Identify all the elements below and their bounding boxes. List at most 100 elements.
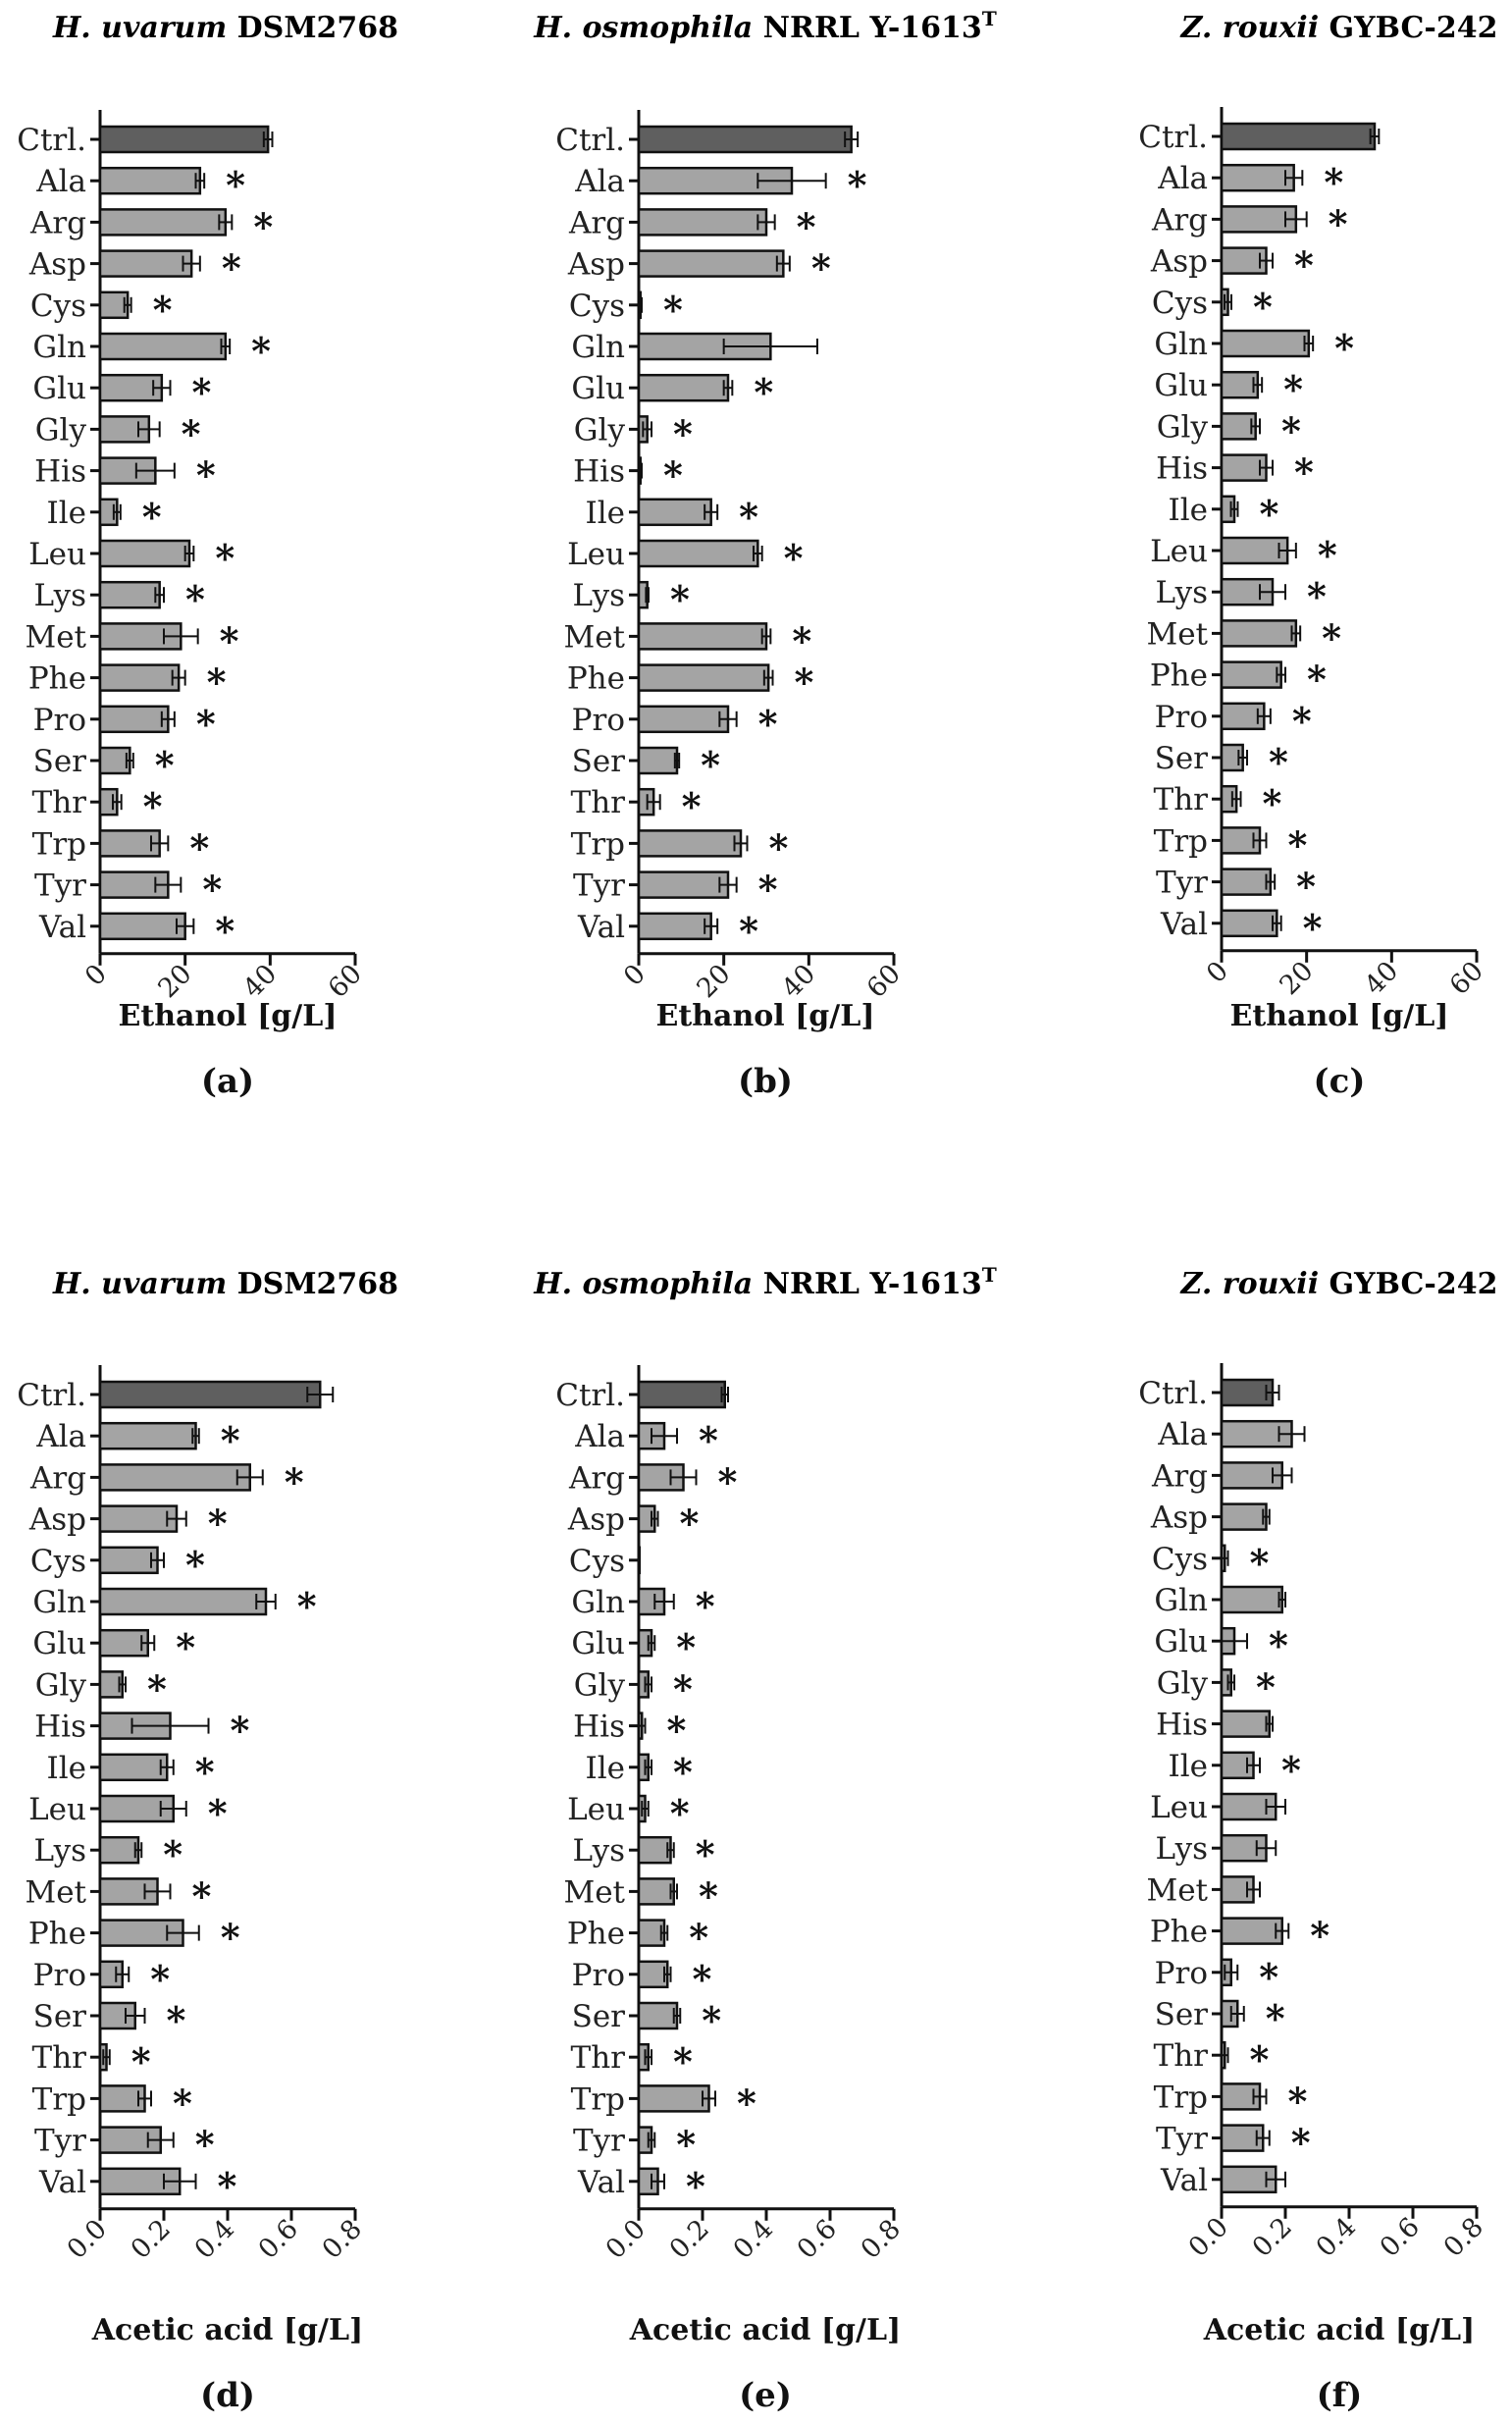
category-label: His: [34, 1710, 86, 1745]
error-bar: [220, 339, 232, 354]
error-bar: [756, 214, 776, 231]
error-bar: [762, 669, 774, 686]
error-bar: [171, 669, 186, 686]
bar-gly: [98, 415, 151, 444]
category-label: Phe: [1150, 658, 1208, 694]
x-tick-label: 0: [1201, 956, 1234, 989]
category-label: Leu: [567, 1792, 625, 1827]
error-bar: [638, 462, 644, 479]
significance-marker: *: [208, 1501, 228, 1546]
bar-glu: [637, 373, 730, 402]
category-label: Met: [563, 619, 625, 655]
chart-panel-5: H. osmophila NRRL Y-1613T 0.0 0.2 0.4 0.6 0.8…: [533, 1263, 997, 2415]
x-tick-label: 20: [691, 959, 736, 1004]
x-tick-label: 0.4: [189, 2214, 240, 2265]
category-label: Gly: [1157, 409, 1209, 445]
error-bar: [166, 1924, 200, 1941]
error-bar: [218, 214, 234, 231]
error-bar: [306, 1387, 335, 1402]
error-bar: [1276, 666, 1286, 683]
category-label: Gly: [35, 412, 87, 448]
category-label: Thr: [1154, 2038, 1209, 2074]
error-bar: [653, 1594, 675, 1609]
error-bar: [1224, 293, 1232, 310]
category-label: Asp: [567, 247, 625, 283]
significance-marker: *: [758, 868, 778, 912]
error-bar: [844, 132, 860, 147]
panel-title-species: Z. rouxii: [1180, 1267, 1320, 1301]
category-label: Cys: [569, 1544, 625, 1579]
error-bar: [1272, 915, 1282, 931]
category-label: Thr: [32, 2040, 87, 2076]
error-bar: [642, 421, 652, 438]
bar-val: [98, 912, 186, 941]
significance-marker: *: [1294, 450, 1314, 495]
category-label: Arg: [1151, 1458, 1208, 1494]
error-bar: [255, 1594, 277, 1609]
significance-marker: *: [222, 246, 241, 290]
error-bar: [176, 918, 195, 934]
category-label: Gly: [574, 1667, 626, 1703]
significance-marker: *: [1291, 2121, 1311, 2165]
x-tick-label: 0.0: [600, 2214, 652, 2265]
panel-title: Z. rouxii GYBC-242: [1180, 11, 1498, 45]
error-bar: [756, 173, 827, 189]
bar-ser: [637, 746, 679, 775]
significance-marker: *: [696, 1584, 715, 1628]
category-label: Gln: [32, 330, 86, 365]
bar-gln: [1220, 1585, 1283, 1614]
category-label: Trp: [1154, 823, 1208, 859]
bar-cys: [98, 1546, 159, 1575]
error-bar: [115, 1966, 130, 1982]
bar-phe: [637, 1919, 666, 1947]
significance-marker: *: [797, 204, 816, 248]
category-label: Val: [1160, 2163, 1208, 2198]
panel-title: Z. rouxii GYBC-242: [1180, 1267, 1498, 1301]
bar-phe: [637, 663, 770, 692]
error-bar: [1255, 1840, 1277, 1857]
category-label: Trp: [1154, 2080, 1208, 2115]
significance-marker: *: [1310, 1914, 1330, 1958]
significance-marker: *: [143, 784, 163, 828]
significance-marker: *: [673, 1666, 693, 1711]
category-label: Val: [38, 910, 86, 945]
category-label: Ala: [35, 1419, 86, 1454]
significance-marker: *: [215, 536, 235, 580]
category-label: Ile: [1168, 1749, 1208, 1784]
bar-val: [637, 912, 712, 941]
error-bar: [1277, 1592, 1286, 1607]
x-tick-label: 0.2: [664, 2214, 715, 2265]
category-label: Met: [563, 1874, 625, 1910]
category-label: Tyr: [573, 2124, 625, 2159]
error-bar: [112, 503, 122, 520]
error-bar: [123, 296, 132, 313]
significance-marker: *: [739, 495, 758, 539]
bar-val: [1220, 909, 1278, 938]
category-label: Ile: [585, 1751, 625, 1786]
bar-asp: [1220, 1502, 1268, 1531]
error-bar: [775, 255, 791, 272]
category-label: Arg: [29, 205, 86, 240]
significance-marker: *: [1334, 326, 1354, 370]
significance-marker: *: [676, 2123, 696, 2167]
error-bar: [647, 2132, 656, 2148]
x-tick-label: 0.2: [126, 2214, 177, 2265]
bar-tyr: [1220, 868, 1273, 896]
bar-cys: [637, 1546, 642, 1575]
category-label: Thr: [32, 785, 87, 820]
significance-marker: *: [173, 2081, 192, 2125]
panel-title-species: Z. rouxii: [1180, 11, 1320, 45]
category-label: Gln: [571, 330, 625, 365]
error-bar: [646, 794, 661, 811]
significance-marker: *: [189, 825, 209, 869]
error-bar: [669, 1883, 678, 1900]
x-axis-label: Ethanol [g/L]: [1229, 999, 1448, 1033]
significance-marker: *: [1324, 160, 1343, 204]
error-bar: [159, 1759, 175, 1775]
chart-panel-4: H. uvarum DSM2768 0.0 0.2 0.4 0.6 0.8 Ctrl. Ala…: [17, 1267, 398, 2415]
significance-marker: *: [231, 1709, 250, 1753]
bar-asp: [98, 249, 193, 278]
category-label: Ctrl.: [17, 1378, 86, 1413]
error-bar: [1265, 873, 1277, 890]
error-bar: [1246, 1881, 1261, 1898]
